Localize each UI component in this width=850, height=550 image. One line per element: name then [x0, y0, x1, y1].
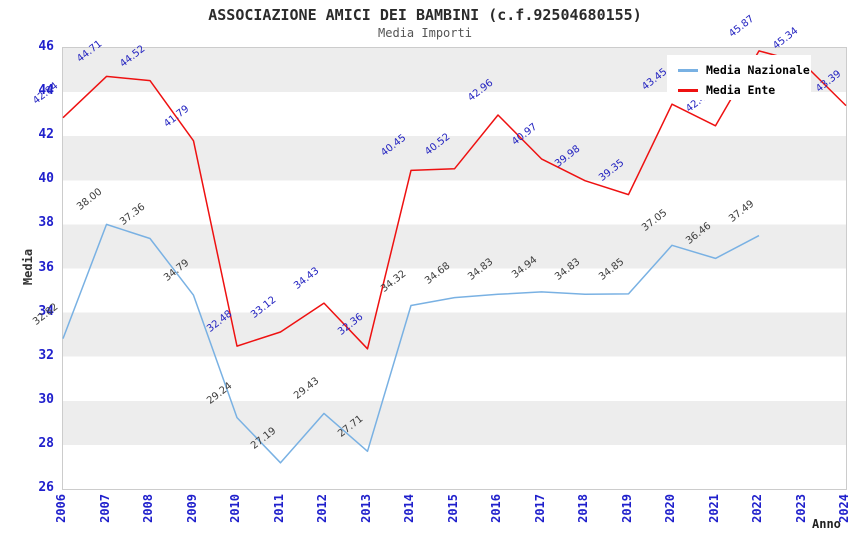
x-tick-label: 2013 [358, 494, 373, 523]
y-tick-label: 40 [38, 171, 54, 187]
y-tick-label: 34 [38, 303, 54, 319]
line-media-nazionale [62, 223, 760, 464]
x-tick-label: 2010 [228, 494, 242, 523]
x-tick-label: 2015 [445, 494, 460, 523]
legend: Media Nazionale Media Ente [667, 55, 811, 100]
series-lines [62, 50, 847, 464]
y-tick-label: 46 [38, 39, 54, 54]
chart-title: ASSOCIAZIONE AMICI DEI BAMBINI (c.f.9250… [208, 6, 642, 24]
x-tick-label: 2018 [576, 494, 590, 523]
media-nazionale-line-swatch-icon [678, 68, 698, 72]
y-tick-label: 32 [38, 347, 54, 363]
x-tick-label: 2007 [97, 494, 112, 523]
x-tick-label: 2012 [315, 494, 329, 523]
y-tick-label: 42 [38, 127, 54, 143]
y-tick-label: 26 [38, 480, 54, 495]
x-tick-label: 2022 [750, 494, 764, 523]
legend-item-media-ente: Media Ente [678, 82, 811, 98]
media-ente-line-swatch-icon [678, 88, 698, 92]
x-tick-label: 2014 [402, 494, 416, 523]
y-tick-label: 38 [38, 215, 54, 231]
y-tick-label: 28 [38, 435, 54, 451]
x-axis-title: Anno [812, 517, 841, 531]
chart-subtitle: Media Importi [378, 26, 472, 40]
x-tick-label: 2009 [184, 494, 199, 523]
plot-area [62, 47, 847, 490]
x-tick-label: 2020 [663, 494, 677, 523]
x-tick-label: 2016 [489, 494, 503, 523]
y-tick-label: 30 [38, 391, 54, 407]
x-tick-label: 2017 [532, 494, 547, 523]
x-tick-label: 2023 [793, 494, 808, 523]
y-tick-label: 44 [38, 83, 54, 99]
x-tick-label: 2011 [271, 494, 286, 523]
legend-item-media-nazionale: Media Nazionale [678, 62, 811, 78]
x-tick-label: 2021 [706, 494, 721, 523]
line-media-ente [62, 50, 847, 350]
x-tick-label: 2006 [54, 494, 68, 523]
legend-label: Media Ente [706, 83, 776, 97]
x-tick-label: 2019 [619, 494, 634, 523]
legend-label: Media Nazionale [706, 63, 810, 77]
x-tick-label: 2008 [141, 494, 155, 523]
y-tick-label: 36 [38, 259, 54, 275]
